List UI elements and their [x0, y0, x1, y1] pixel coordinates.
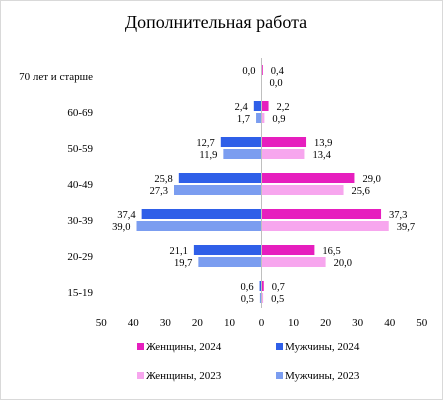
- data-label: 39,7: [397, 222, 415, 233]
- bar-women-2024: [261, 137, 307, 147]
- legend-swatch: [276, 372, 283, 379]
- x-tick-label: 50: [416, 317, 428, 329]
- data-label: 13,4: [312, 150, 331, 161]
- category-labels: 70 лет и старше 60-69 50-59 40-49 30-39 20-29…: [19, 71, 93, 299]
- data-label: 16,5: [322, 246, 340, 257]
- data-label: 11,9: [199, 150, 217, 161]
- bar-women-2023: [261, 257, 326, 267]
- data-label: 21,1: [169, 246, 187, 257]
- bars: [136, 65, 389, 303]
- data-label: 19,7: [174, 258, 192, 269]
- data-label: 29,0: [362, 174, 380, 185]
- category-label: 50-59: [67, 143, 93, 155]
- bar-men-2023: [174, 185, 262, 195]
- bar-men-2024: [259, 281, 262, 291]
- data-label: 12,7: [196, 138, 214, 149]
- x-tick-label: 20: [320, 317, 332, 329]
- x-tick-label: 30: [160, 317, 172, 329]
- bar-men-2023: [136, 221, 262, 231]
- data-label: 0,6: [240, 282, 253, 293]
- category-label: 70 лет и старше: [19, 71, 93, 83]
- bar-women-2023: [261, 149, 305, 159]
- data-label: 0,7: [272, 282, 285, 293]
- bar-men-2023: [256, 113, 262, 123]
- bar-men-2024: [178, 173, 262, 183]
- data-label: 27,3: [150, 186, 168, 197]
- chart-title: Дополнительная работа: [125, 12, 307, 32]
- data-label: 37,3: [389, 210, 407, 221]
- bar-women-2023: [261, 185, 344, 195]
- data-label: 37,4: [117, 210, 136, 221]
- data-label: 0,9: [272, 114, 285, 125]
- bar-women-2024: [261, 173, 355, 183]
- data-label: 39,0: [112, 222, 130, 233]
- data-label: 0,4: [271, 66, 285, 77]
- bar-women-2024: [261, 281, 264, 291]
- data-label: 1,7: [237, 114, 250, 125]
- bar-men-2024: [220, 137, 262, 147]
- bar-men-2023: [223, 149, 262, 159]
- data-label: 2,2: [277, 102, 290, 113]
- category-label: 40-49: [67, 179, 93, 191]
- data-label: 0,0: [242, 66, 255, 77]
- bar-men-2024: [193, 245, 262, 255]
- data-label: 13,9: [314, 138, 332, 149]
- bar-women-2024: [261, 65, 263, 75]
- x-tick-label: 50: [96, 317, 108, 329]
- data-labels: 0,40,00,02,20,92,41,713,913,412,711,929,…: [112, 66, 415, 305]
- bar-women-2024: [261, 245, 315, 255]
- legend-swatch: [137, 343, 144, 350]
- bar-women-2024: [261, 209, 382, 219]
- legend-swatch: [276, 343, 283, 350]
- data-label: 25,8: [154, 174, 172, 185]
- x-tick-label: 30: [352, 317, 364, 329]
- legend: Женщины, 2024 Мужчины, 2024 Женщины, 2023 М…: [137, 341, 360, 382]
- data-label: 0,5: [271, 294, 284, 305]
- data-label: 0,5: [241, 294, 254, 305]
- x-axis: 50 40 30 20 10 0 10 20 30 40 50: [96, 58, 428, 329]
- legend-label: Мужчины, 2023: [285, 370, 360, 382]
- x-tick-label: 20: [192, 317, 204, 329]
- bar-men-2023: [198, 257, 262, 267]
- bar-men-2024: [253, 101, 262, 111]
- category-label: 15-19: [67, 287, 93, 299]
- bar-women-2023: [261, 221, 389, 231]
- data-label: 0,0: [270, 78, 283, 89]
- x-tick-label: 40: [384, 317, 396, 329]
- bar-women-2023: [261, 113, 265, 123]
- data-label: 25,6: [352, 186, 370, 197]
- bar-women-2024: [261, 101, 269, 111]
- data-label: 2,4: [235, 102, 249, 113]
- legend-swatch: [137, 372, 144, 379]
- x-tick-label: 10: [224, 317, 236, 329]
- legend-label: Мужчины, 2024: [285, 341, 360, 353]
- x-tick-label: 10: [288, 317, 300, 329]
- category-label: 30-39: [67, 215, 93, 227]
- x-tick-label: 40: [128, 317, 140, 329]
- bar-men-2024: [141, 209, 262, 219]
- data-label: 20,0: [334, 258, 352, 269]
- legend-label: Женщины, 2024: [146, 341, 222, 353]
- category-label: 20-29: [67, 251, 93, 263]
- bar-men-2023: [259, 293, 262, 303]
- legend-label: Женщины, 2023: [146, 370, 222, 382]
- category-label: 60-69: [67, 107, 93, 119]
- x-tick-label: 0: [259, 317, 265, 329]
- bar-women-2023: [261, 293, 264, 303]
